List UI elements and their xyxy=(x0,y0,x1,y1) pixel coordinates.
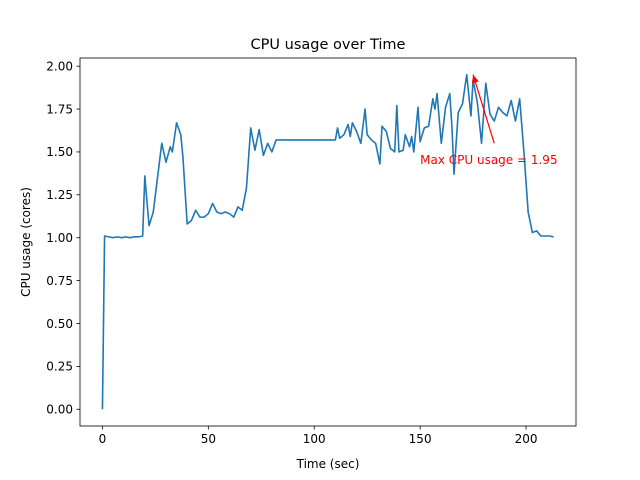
y-tick-label: 1.50 xyxy=(46,145,73,159)
y-tick-label: 0.25 xyxy=(46,360,73,374)
plot-area xyxy=(101,73,554,410)
x-tick-label: 50 xyxy=(201,432,216,446)
y-axis-label: CPU usage (cores) xyxy=(19,187,33,297)
x-tick-label: 150 xyxy=(409,432,432,446)
axis-ticks: 0 50 100 150 200 0.00 0.25 0.50 0.75 1.00 1.25 1.50… xyxy=(46,59,537,446)
annotation-arrow-head xyxy=(472,74,479,84)
y-tick-label: 0.75 xyxy=(46,274,73,288)
x-tick-label: 200 xyxy=(515,432,538,446)
max-annotation: Max CPU usage = 1.95 xyxy=(420,74,558,167)
y-tick-label: 1.00 xyxy=(46,231,73,245)
plot-frame xyxy=(79,57,577,427)
y-tick-label: 0.00 xyxy=(46,403,73,417)
annotation-text: Max CPU usage = 1.95 xyxy=(420,153,557,167)
y-tick-label: 0.50 xyxy=(46,317,73,331)
series-line xyxy=(101,73,554,410)
annotation-arrow-line xyxy=(472,74,495,144)
y-tick-label: 2.00 xyxy=(46,59,73,73)
x-tick-label: 100 xyxy=(303,432,326,446)
x-axis-label: Time (sec) xyxy=(296,457,360,471)
chart-title: CPU usage over Time xyxy=(251,37,406,53)
y-tick-label: 1.75 xyxy=(46,102,73,116)
x-tick-label: 0 xyxy=(99,432,107,446)
y-tick-label: 1.25 xyxy=(46,188,73,202)
